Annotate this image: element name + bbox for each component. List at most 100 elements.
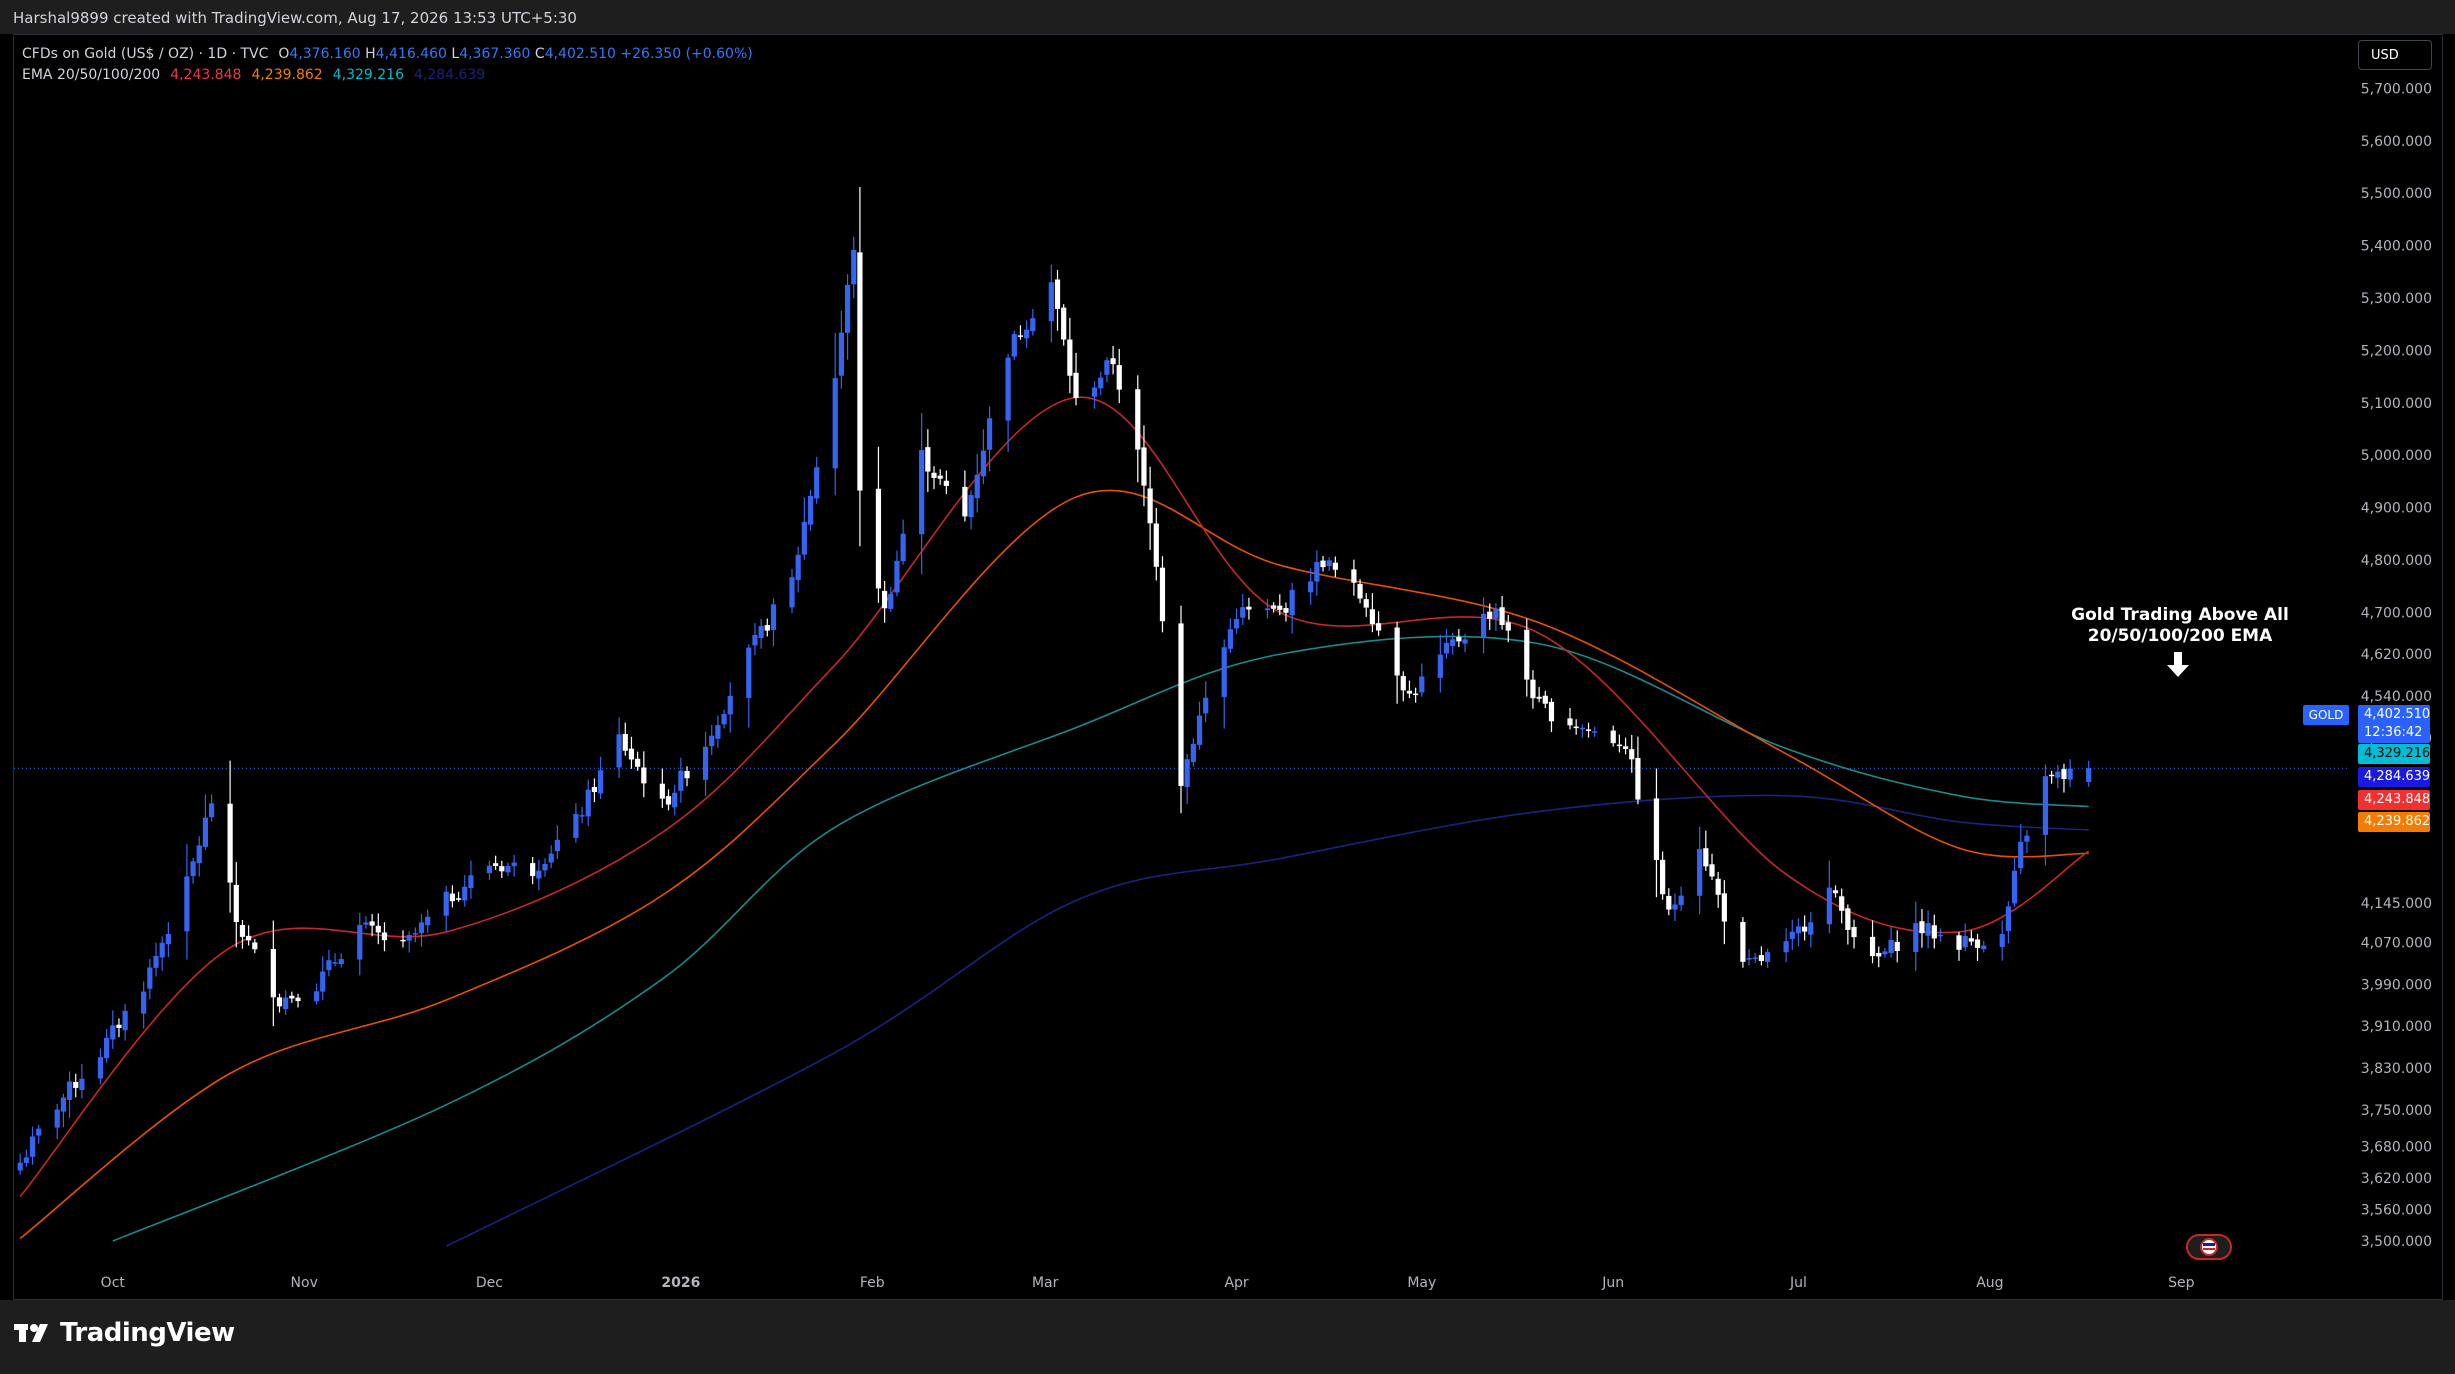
candle-body <box>962 486 968 517</box>
candle-body <box>443 891 449 916</box>
y-tick-label: 3,830.000 <box>2361 1061 2432 1077</box>
candle-body <box>1876 952 1882 957</box>
candle-body <box>2042 776 2049 835</box>
symbol-line[interactable]: CFDs on Gold (US$ / OZ) · 1D · TVC <box>22 46 269 62</box>
candle-body <box>1869 936 1876 957</box>
candle-body <box>974 474 980 499</box>
candle-body <box>1610 730 1616 744</box>
candle-body <box>1406 690 1413 694</box>
y-tick-label: 4,620.000 <box>2361 647 2432 663</box>
y-tick-label: 4,700.000 <box>2361 605 2432 621</box>
y-tick-label: 5,300.000 <box>2361 291 2432 307</box>
candle-body <box>326 960 332 971</box>
ema50-value: 4,239.862 <box>251 67 323 83</box>
candle-body <box>641 767 647 784</box>
candle-body <box>1826 887 1832 925</box>
candle-body <box>1783 941 1789 953</box>
candle-body <box>338 959 344 965</box>
candle-body <box>1351 569 1357 583</box>
y-tick-label: 5,500.000 <box>2361 186 2432 202</box>
candle-body <box>807 495 814 525</box>
open-value: 4,376.160 <box>289 46 361 62</box>
x-tick-label: Aug <box>1976 1275 2003 1291</box>
candle-body <box>1567 718 1573 726</box>
candle-body <box>1153 523 1159 567</box>
candle-body <box>1326 560 1332 567</box>
candle-body <box>1203 697 1209 714</box>
candle-body <box>597 770 604 794</box>
y-tick-label: 3,500.000 <box>2361 1234 2432 1250</box>
candle-body <box>1462 639 1468 644</box>
ema-label[interactable]: EMA 20/50/100/200 <box>22 67 161 83</box>
candle-body <box>721 713 727 725</box>
ema50-tag: 4,239.862 <box>2358 812 2430 832</box>
candle-body <box>283 997 289 1010</box>
candle-body <box>1937 934 1944 937</box>
candle-body <box>66 1081 73 1100</box>
candle-body <box>1839 896 1845 911</box>
candle-body <box>1585 729 1592 731</box>
candle-body <box>406 935 412 941</box>
close-value: 4,402.510 <box>544 46 616 62</box>
candle-body <box>622 733 628 751</box>
candle-body <box>1110 358 1116 365</box>
candle-body <box>493 863 499 867</box>
candle-body <box>227 803 233 883</box>
candle-body <box>1147 488 1153 524</box>
candle-body <box>795 554 801 580</box>
high-value: 4,416.460 <box>375 46 447 62</box>
candle-body <box>672 792 678 808</box>
flag-icon[interactable] <box>2186 1234 2232 1260</box>
candle-body <box>1974 939 1981 948</box>
chart-annotation: Gold Trading Above All 20/50/100/200 EMA <box>2060 605 2300 647</box>
candle-body <box>968 495 974 518</box>
candle-body <box>875 488 882 589</box>
time-axis: Oct Nov Dec 2026 Feb Mar Apr May Jun Jul Aug Sep <box>101 1275 2195 1291</box>
candle-body <box>1363 599 1369 608</box>
candle-body <box>165 933 171 945</box>
ema100-line <box>112 635 2089 1242</box>
creator-line: Harshal9899 created with TradingView.com… <box>13 9 577 27</box>
candle-body <box>1616 744 1622 747</box>
currency-button[interactable]: USD <box>2358 40 2432 70</box>
candle-body <box>1048 282 1054 322</box>
open-label: O <box>278 46 290 62</box>
annotation-line1: Gold Trading Above All <box>2071 605 2289 625</box>
y-tick-label: 3,750.000 <box>2361 1103 2432 1119</box>
candle-body <box>449 893 455 902</box>
candle-body <box>616 734 622 768</box>
candle-body <box>579 815 585 817</box>
candle-body <box>1703 848 1709 867</box>
candle-body <box>1653 798 1660 860</box>
candle-body <box>980 450 987 477</box>
candle-body <box>1011 334 1017 357</box>
candle-body <box>1672 904 1678 910</box>
tradingview-logo[interactable]: TradingView <box>14 1318 235 1348</box>
candle-body <box>141 991 147 1014</box>
candle-body <box>1332 562 1338 570</box>
top-bar: Harshal9899 created with TradingView.com… <box>0 0 2455 34</box>
candle-body <box>1264 608 1271 611</box>
candle-body <box>1190 743 1196 762</box>
candle-body <box>1499 607 1505 626</box>
candle-body <box>1184 759 1190 787</box>
tradingview-logo-icon <box>14 1324 48 1342</box>
ema50-line <box>19 489 2089 1240</box>
candle-body <box>665 796 672 805</box>
x-tick-label: Nov <box>291 1275 318 1291</box>
candle-body <box>752 634 758 646</box>
candle-body <box>832 378 838 469</box>
candle-body <box>628 748 635 760</box>
candle-body <box>455 898 462 900</box>
candle-body <box>1678 895 1684 906</box>
candle-body <box>1277 605 1283 610</box>
candle-body <box>764 625 770 631</box>
candle-body <box>1715 878 1721 895</box>
candle-body <box>295 997 301 1002</box>
candle-body <box>1660 859 1666 895</box>
candle-body <box>289 995 295 999</box>
candle-body <box>1091 387 1098 397</box>
arrow-down-icon <box>2167 652 2189 677</box>
y-tick-label: 5,000.000 <box>2361 448 2432 464</box>
